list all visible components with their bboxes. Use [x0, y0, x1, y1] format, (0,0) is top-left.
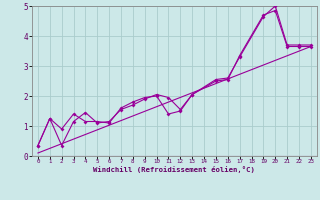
X-axis label: Windchill (Refroidissement éolien,°C): Windchill (Refroidissement éolien,°C) [93, 166, 255, 173]
